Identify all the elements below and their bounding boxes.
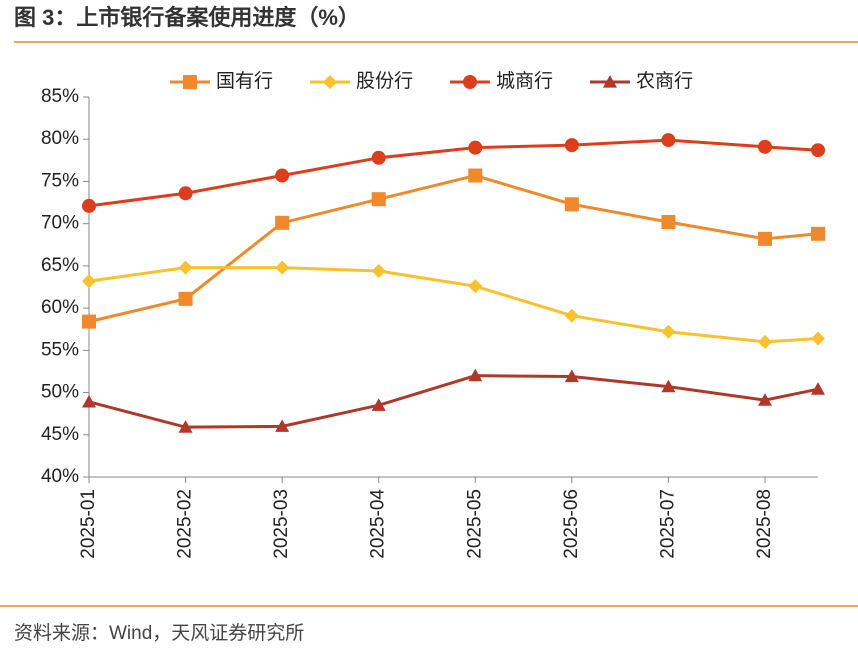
marker	[758, 393, 772, 406]
marker	[468, 168, 483, 183]
marker	[564, 197, 579, 212]
marker	[661, 133, 676, 148]
marker	[811, 226, 825, 241]
legend-label: 国有行	[216, 70, 273, 92]
legend-marker	[183, 75, 197, 89]
marker	[82, 198, 96, 213]
marker	[758, 231, 772, 246]
marker	[275, 168, 290, 183]
x-tick-label: 2025-05	[464, 489, 485, 559]
marker	[758, 334, 772, 349]
marker	[371, 150, 386, 165]
marker	[178, 291, 193, 306]
marker	[811, 382, 825, 395]
x-tick-label: 2025-07	[657, 489, 678, 559]
x-tick-label: 2025-08	[754, 489, 775, 559]
legend-marker	[463, 75, 477, 89]
legend-label: 城商行	[496, 70, 553, 92]
series-line	[88, 374, 819, 429]
x-tick-label: 2025-01	[78, 489, 99, 559]
legend-label: 农商行	[636, 70, 693, 92]
y-tick-label: 65%	[41, 255, 79, 276]
y-tick-label: 45%	[41, 424, 79, 445]
source: 资料来源：Wind，天风证券研究所	[14, 622, 304, 644]
marker	[564, 138, 579, 153]
series-line	[88, 266, 819, 344]
marker	[371, 398, 386, 411]
marker	[275, 419, 290, 432]
y-tick-label: 75%	[41, 170, 79, 191]
marker	[564, 369, 579, 383]
x-tick-label: 2025-06	[561, 489, 582, 559]
y-tick-label: 50%	[41, 382, 79, 403]
marker	[564, 308, 579, 323]
series-line	[88, 138, 819, 208]
x-tick-label: 2025-02	[175, 489, 196, 559]
legend-label: 股份行	[356, 70, 413, 92]
marker	[811, 143, 825, 158]
y-tick-label: 40%	[41, 466, 79, 487]
marker	[661, 214, 676, 229]
marker	[275, 260, 290, 275]
marker	[178, 420, 193, 433]
y-tick-label: 85%	[41, 86, 79, 107]
x-tick-label: 2025-03	[271, 489, 292, 559]
marker	[371, 263, 386, 278]
legend-marker	[603, 75, 617, 88]
marker	[661, 324, 676, 339]
y-tick-label: 55%	[41, 339, 79, 360]
marker	[468, 140, 483, 155]
marker	[811, 331, 825, 346]
marker	[82, 314, 96, 329]
marker	[661, 379, 676, 393]
series-line	[88, 173, 819, 324]
y-tick-label: 80%	[41, 128, 79, 149]
marker	[275, 215, 290, 230]
y-tick-label: 70%	[41, 213, 79, 234]
marker	[82, 274, 96, 289]
marker	[82, 394, 96, 408]
marker	[178, 186, 193, 201]
marker	[371, 192, 386, 207]
legend-marker	[323, 75, 337, 89]
chart-title: 图 3：上市银行备案使用进度（%）	[14, 5, 360, 30]
marker	[758, 139, 772, 154]
x-tick-label: 2025-04	[368, 489, 389, 559]
marker	[178, 260, 193, 275]
marker	[468, 279, 483, 294]
y-tick-label: 60%	[41, 297, 79, 318]
marker	[468, 368, 483, 382]
